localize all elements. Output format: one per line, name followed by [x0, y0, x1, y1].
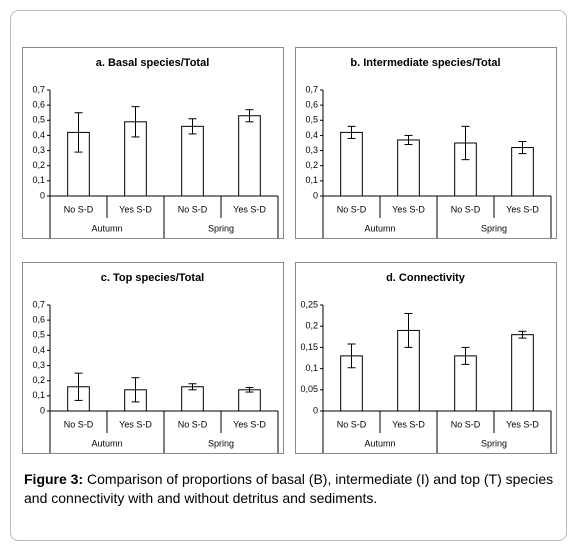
y-tick-label: 0,1: [32, 390, 45, 400]
x-tick-label: No S-D: [64, 204, 94, 214]
error-bar: [518, 330, 527, 339]
caption-text: Comparison of proportions of basal (B), …: [24, 471, 554, 506]
bar: [181, 386, 204, 412]
y-tick-label: 0: [313, 190, 318, 200]
y-tick-label: 0,1: [32, 175, 45, 185]
y-tick-label: 0,1: [305, 175, 318, 185]
x-tick-label: Yes S-D: [119, 204, 152, 214]
chart-title: d. Connectivity: [386, 272, 466, 284]
group-label: Autumn: [364, 438, 395, 448]
y-tick-label: 0,2: [32, 375, 45, 385]
error-bar: [245, 109, 254, 123]
y-tick-label: 0,4: [305, 130, 318, 140]
caption-label: Figure 3:: [24, 471, 84, 487]
error-bar: [74, 112, 83, 153]
panel: c. Top species/Total 0 0,1 0,2 0,3 0,4 0,5 0,6 0…: [22, 262, 284, 454]
y-tick-label: 0,2: [32, 160, 45, 170]
panel: a. Basal species/Total 0 0,1 0,2 0,3 0,4 0,5 0,…: [22, 47, 284, 239]
x-tick-label: Yes S-D: [392, 204, 425, 214]
y-tick-label: 0,7: [32, 84, 45, 94]
chart-title: a. Basal species/Total: [96, 57, 210, 69]
group-label: Spring: [208, 438, 234, 448]
bar: [397, 139, 420, 197]
x-tick-label: Yes S-D: [392, 419, 425, 429]
error-bar: [188, 383, 197, 391]
error-bar: [188, 118, 197, 135]
error-bar: [131, 377, 140, 403]
group-label: Spring: [208, 223, 234, 233]
y-tick-label: 0: [40, 190, 45, 200]
panel: b. Intermediate species/Total 0 0,1 0,2 0,3 0…: [295, 47, 557, 239]
group-label: Spring: [481, 438, 507, 448]
error-bar: [347, 125, 356, 139]
y-tick-label: 0,05: [300, 384, 318, 394]
bar: [181, 125, 204, 197]
y-tick-label: 0,4: [32, 130, 45, 140]
chart-title: b. Intermediate species/Total: [350, 57, 500, 69]
error-bar: [404, 134, 413, 146]
error-bar: [461, 346, 470, 365]
chart-title: c. Top species/Total: [101, 272, 205, 284]
group-label: Spring: [481, 223, 507, 233]
x-tick-label: No S-D: [337, 204, 367, 214]
error-bar: [461, 125, 470, 161]
y-tick-label: 0,6: [32, 315, 45, 325]
x-tick-label: No S-D: [178, 419, 208, 429]
bar: [238, 389, 261, 412]
bar: [340, 131, 363, 197]
bar: [238, 115, 261, 197]
panel: d. Connectivity 0 0,05 0,1 0,15 0,2 0,25 Autumn…: [295, 262, 557, 454]
panel-border: [22, 262, 284, 454]
y-tick-label: 0: [40, 405, 45, 415]
x-tick-label: No S-D: [451, 204, 481, 214]
x-tick-label: Yes S-D: [506, 419, 539, 429]
error-bar: [131, 106, 140, 138]
x-tick-label: No S-D: [178, 204, 208, 214]
y-tick-label: 0,15: [300, 342, 318, 352]
y-tick-label: 0,1: [305, 363, 318, 373]
x-tick-label: Yes S-D: [233, 419, 266, 429]
caption: Figure 3: Comparison of proportions of b…: [24, 470, 554, 508]
panel-border: [295, 47, 557, 239]
y-tick-label: 0,7: [32, 299, 45, 309]
frame: [10, 10, 567, 541]
x-tick-label: No S-D: [64, 419, 94, 429]
y-tick-label: 0: [313, 405, 318, 415]
y-tick-label: 0,25: [300, 299, 318, 309]
y-tick-label: 0,5: [32, 330, 45, 340]
x-tick-label: No S-D: [337, 419, 367, 429]
y-tick-label: 0,2: [305, 321, 318, 331]
bar: [511, 334, 534, 412]
y-tick-label: 0,3: [32, 360, 45, 370]
x-tick-label: Yes S-D: [119, 419, 152, 429]
y-tick-label: 0,3: [305, 145, 318, 155]
y-tick-label: 0,3: [32, 145, 45, 155]
group-label: Autumn: [91, 223, 122, 233]
y-tick-label: 0,6: [305, 100, 318, 110]
y-tick-label: 0,7: [305, 84, 318, 94]
group-label: Autumn: [364, 223, 395, 233]
error-bar: [347, 343, 356, 369]
y-tick-label: 0,2: [305, 160, 318, 170]
error-bar: [245, 387, 254, 393]
y-tick-label: 0,6: [32, 100, 45, 110]
error-bar: [74, 372, 83, 401]
y-tick-label: 0,5: [32, 115, 45, 125]
y-tick-label: 0,5: [305, 115, 318, 125]
group-label: Autumn: [91, 438, 122, 448]
error-bar: [404, 312, 413, 348]
bar: [511, 147, 534, 197]
y-tick-label: 0,4: [32, 345, 45, 355]
error-bar: [518, 140, 527, 155]
x-tick-label: No S-D: [451, 419, 481, 429]
x-tick-label: Yes S-D: [233, 204, 266, 214]
x-tick-label: Yes S-D: [506, 204, 539, 214]
